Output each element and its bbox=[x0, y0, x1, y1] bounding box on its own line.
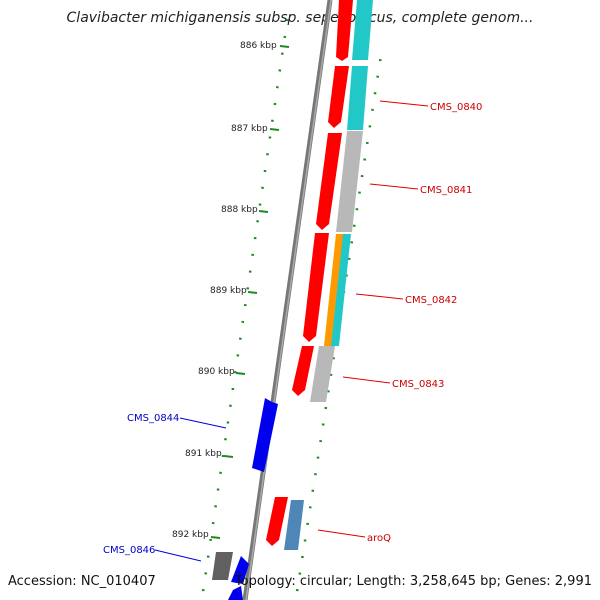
gene-forward-arrow[interactable] bbox=[303, 233, 329, 342]
tick-label: 887 kbp bbox=[231, 124, 268, 134]
label-connectors bbox=[154, 100, 429, 562]
feature-gray bbox=[310, 346, 335, 402]
gene-label-cms-0844[interactable]: CMS_0844 bbox=[127, 413, 179, 424]
gene-forward-arrow[interactable] bbox=[316, 133, 342, 230]
tick-label: 890 kbp bbox=[198, 367, 235, 377]
connector bbox=[179, 417, 227, 429]
connector bbox=[379, 100, 429, 107]
scale-tick-labels: 886 kbp 887 kbp 888 kbp 889 kbp 890 kbp … bbox=[172, 41, 277, 540]
tick-label: 889 kbp bbox=[210, 286, 247, 296]
tick-889 bbox=[247, 291, 258, 294]
tick-892 bbox=[210, 536, 221, 539]
connector bbox=[355, 293, 404, 300]
genome-stats-text: Topology: circular; Length: 3,258,645 bp… bbox=[234, 574, 592, 589]
tick-label: 886 kbp bbox=[240, 41, 277, 51]
gene-reverse-arrow[interactable] bbox=[228, 586, 243, 600]
gene-label-cms-0840[interactable]: CMS_0840 bbox=[430, 102, 482, 113]
reverse-genes bbox=[212, 398, 278, 600]
gene-reverse-gray[interactable] bbox=[212, 552, 233, 580]
accession-text: Accession: NC_010407 bbox=[8, 574, 156, 589]
connector bbox=[342, 376, 391, 384]
feature-steelblue bbox=[284, 500, 304, 550]
gene-label-cms-0842[interactable]: CMS_0842 bbox=[405, 295, 457, 306]
tick-label: 888 kbp bbox=[221, 205, 258, 215]
genome-backbone bbox=[242, 0, 333, 600]
gene-reverse-arrow[interactable] bbox=[252, 398, 278, 472]
connector bbox=[317, 529, 366, 538]
feature-gray bbox=[336, 131, 363, 232]
gene-forward-arrow[interactable] bbox=[336, 0, 353, 61]
feature-cyan bbox=[347, 66, 368, 130]
tick-891 bbox=[223, 455, 234, 458]
forward-genes bbox=[266, 0, 353, 546]
gene-label-cms-0843[interactable]: CMS_0843 bbox=[392, 379, 444, 390]
feature-orange bbox=[324, 234, 344, 346]
tick-label: 892 kbp bbox=[172, 530, 209, 540]
gene-label-aroq[interactable]: aroQ bbox=[367, 533, 391, 544]
connector bbox=[369, 183, 419, 190]
feature-track bbox=[284, 0, 373, 550]
tick-890 bbox=[235, 372, 246, 375]
tick-label: 891 kbp bbox=[185, 449, 222, 459]
gene-forward-arrow[interactable] bbox=[266, 497, 288, 546]
connector bbox=[154, 549, 202, 562]
map-title: Clavibacter michiganensis subsp. sepedon… bbox=[66, 10, 534, 26]
tick-887 bbox=[269, 128, 280, 131]
tick-888 bbox=[258, 210, 269, 213]
gene-label-cms-0846[interactable]: CMS_0846 bbox=[103, 545, 155, 556]
gene-forward-arrow[interactable] bbox=[328, 66, 349, 128]
scale-ticks bbox=[210, 45, 290, 539]
gene-forward-arrow[interactable] bbox=[292, 346, 314, 396]
gene-labels: CMS_0840 CMS_0841 CMS_0842 CMS_0843 aroQ… bbox=[103, 102, 482, 556]
feature-cyan bbox=[331, 234, 351, 346]
feature-cyan bbox=[352, 0, 373, 60]
gene-reverse-arrow[interactable] bbox=[231, 556, 249, 584]
gene-label-cms-0841[interactable]: CMS_0841 bbox=[420, 185, 472, 196]
tick-886 bbox=[279, 45, 290, 48]
